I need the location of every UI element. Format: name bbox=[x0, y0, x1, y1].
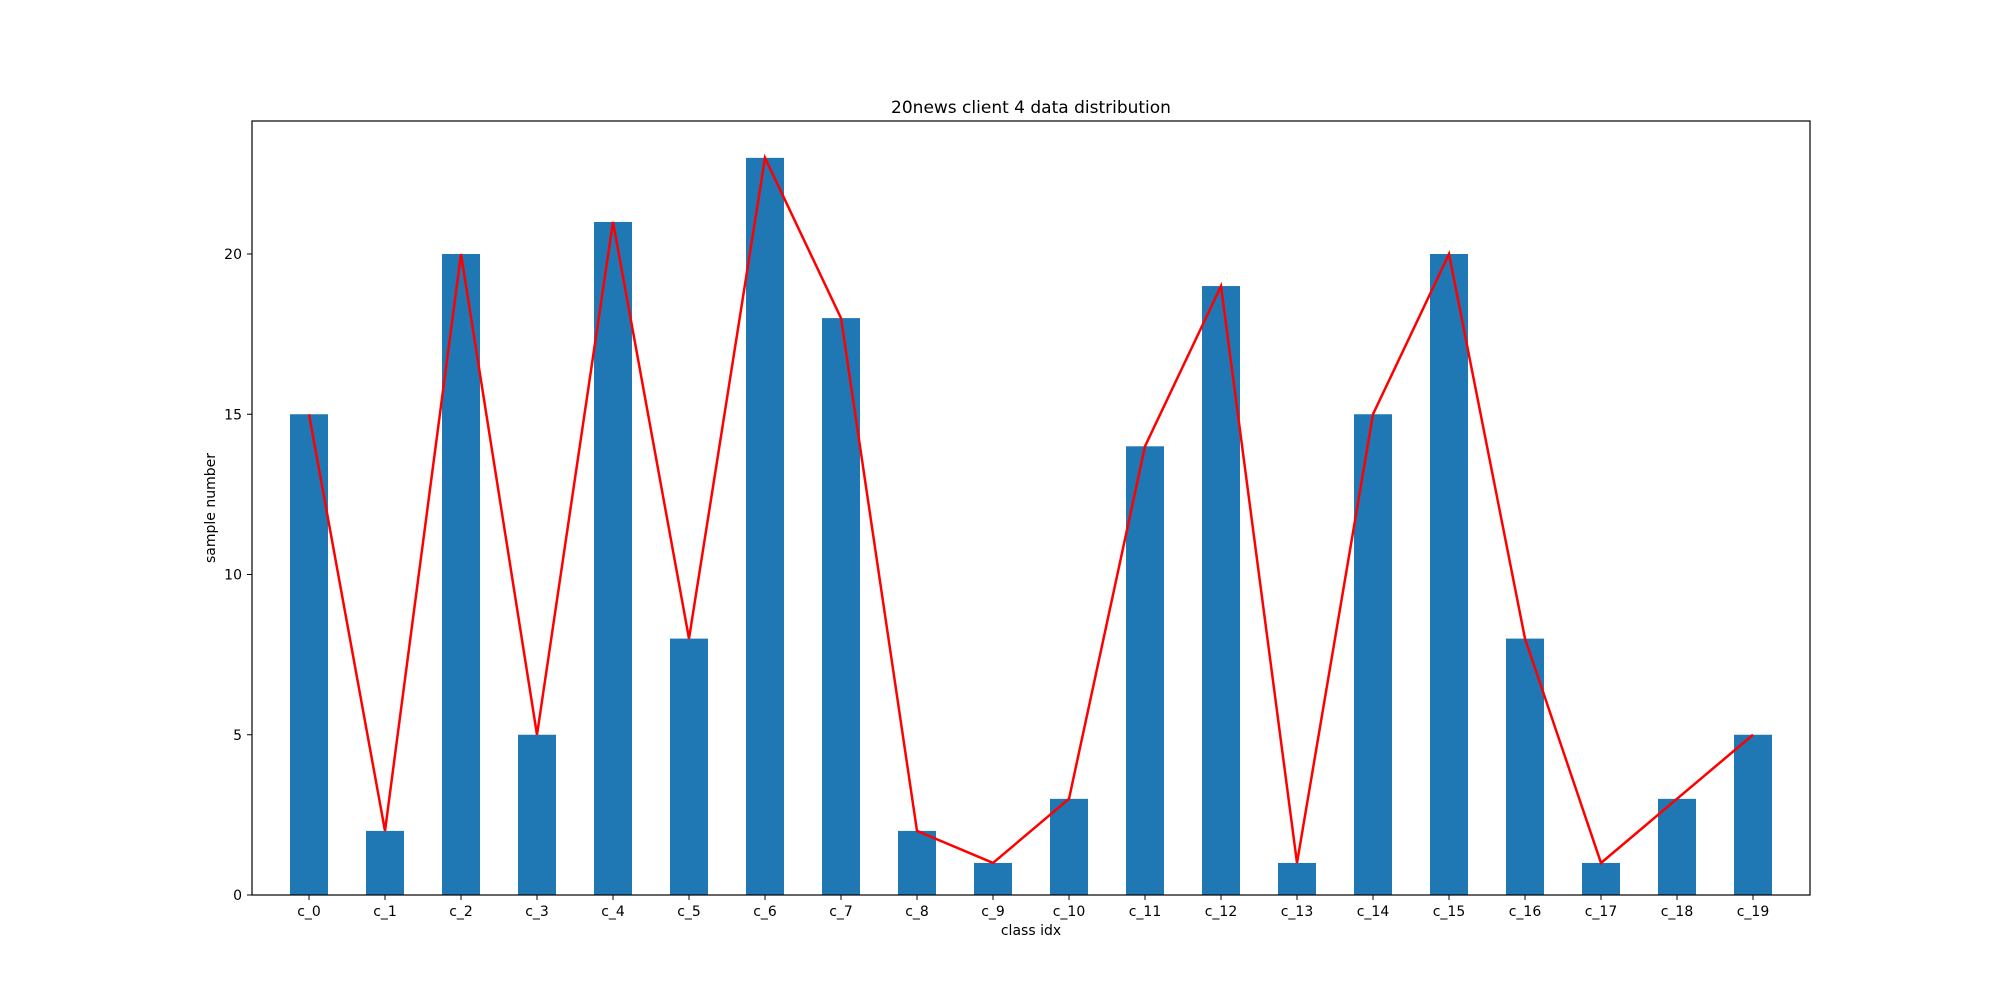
bar-c_18 bbox=[1658, 798, 1696, 895]
y-tick-label: 5 bbox=[233, 728, 242, 744]
x-tick-label: c_0 bbox=[297, 904, 321, 920]
y-tick-label: 0 bbox=[233, 888, 242, 904]
bar-c_11 bbox=[1126, 446, 1164, 895]
x-tick-label: c_3 bbox=[525, 904, 549, 920]
x-tick-label: c_10 bbox=[1053, 904, 1086, 920]
bar-c_8 bbox=[898, 830, 936, 895]
chart-title: 20news client 4 data distribution bbox=[891, 98, 1171, 118]
x-tick-label: c_8 bbox=[905, 904, 929, 920]
bar-c_7 bbox=[822, 318, 860, 895]
x-tick-label: c_6 bbox=[753, 904, 777, 920]
y-axis-label: sample number bbox=[203, 453, 219, 563]
x-tick-label: c_12 bbox=[1205, 904, 1238, 920]
x-tick-label: c_16 bbox=[1509, 904, 1542, 920]
bar-c_19 bbox=[1734, 734, 1772, 895]
x-tick-label: c_18 bbox=[1661, 904, 1694, 920]
bar-c_2 bbox=[442, 254, 480, 895]
x-tick-label: c_7 bbox=[829, 904, 853, 920]
y-tick-label: 10 bbox=[224, 568, 242, 584]
bar-c_3 bbox=[518, 734, 556, 895]
bar-c_0 bbox=[290, 414, 328, 895]
bar-c_12 bbox=[1202, 286, 1240, 895]
bar-c_17 bbox=[1582, 862, 1620, 895]
bar-c_16 bbox=[1506, 638, 1544, 895]
bar-c_15 bbox=[1430, 254, 1468, 895]
x-tick-label: c_11 bbox=[1129, 904, 1162, 920]
plot-frame bbox=[251, 120, 1811, 896]
trend-line bbox=[307, 153, 1754, 866]
x-tick-label: c_9 bbox=[981, 904, 1005, 920]
x-tick-label: c_4 bbox=[601, 904, 625, 920]
bar-c_4 bbox=[594, 221, 632, 895]
bar-c_13 bbox=[1278, 862, 1316, 895]
x-tick-label: c_1 bbox=[373, 904, 397, 920]
x-tick-label: c_15 bbox=[1433, 904, 1466, 920]
x-tick-label: c_19 bbox=[1737, 904, 1770, 920]
x-tick-label: c_17 bbox=[1585, 904, 1618, 920]
y-tick-label: 20 bbox=[224, 247, 242, 263]
line-group bbox=[307, 153, 1754, 866]
bar-c_9 bbox=[974, 862, 1012, 895]
x-tick-label: c_5 bbox=[677, 904, 701, 920]
x-tick-label: c_2 bbox=[449, 904, 473, 920]
bar-c_6 bbox=[746, 157, 784, 895]
x-tick-label: c_13 bbox=[1281, 904, 1314, 920]
y-tick-label: 15 bbox=[224, 407, 242, 423]
bars-group bbox=[290, 157, 1772, 895]
x-tick-label: c_14 bbox=[1357, 904, 1390, 920]
x-axis-label: class idx bbox=[1001, 923, 1061, 939]
x-ticks-group: c_0 c_1 c_2 c_3 c_4 c_5 c_6 c_7 c_8 c_9 c_10 c_11 c_… bbox=[297, 895, 1769, 920]
bar-c_5 bbox=[670, 638, 708, 895]
bar-c_10 bbox=[1050, 798, 1088, 895]
y-ticks-group: 0 5 10 15 20 bbox=[224, 247, 252, 904]
bar-c_1 bbox=[366, 830, 404, 895]
